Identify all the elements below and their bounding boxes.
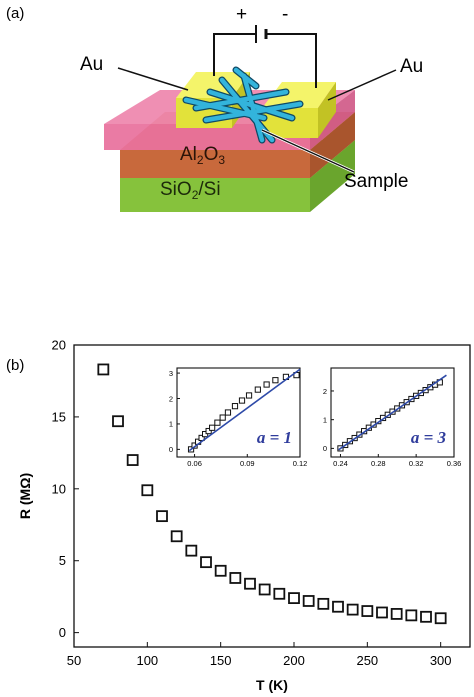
panel-a-label: (a) — [6, 5, 24, 22]
data-point — [390, 608, 403, 620]
inset-y-tick-label: 2 — [169, 394, 173, 403]
data-point — [244, 577, 256, 590]
data-point — [200, 556, 212, 569]
inset-x-tick-label: 0.12 — [293, 459, 308, 468]
inset-x-tick-label: 0.09 — [240, 459, 255, 468]
x-axis-label: T (K) — [256, 677, 288, 693]
data-point — [302, 595, 315, 607]
data-point — [420, 610, 432, 623]
panel-a: (a) — [6, 4, 423, 212]
inset-data-point — [231, 403, 239, 410]
inset-data-point — [272, 377, 279, 384]
x-tick-label: 50 — [67, 653, 81, 668]
inset-data-point — [198, 434, 205, 442]
x-tick-label: 200 — [283, 653, 305, 668]
y-tick-label: 20 — [52, 338, 66, 353]
data-point — [214, 564, 227, 577]
battery-minus-sign: - — [282, 4, 288, 25]
inset-y-tick-label: 0 — [169, 445, 173, 454]
y-tick-label: 0 — [59, 625, 66, 640]
data-point — [273, 587, 286, 600]
sample-pointer — [261, 129, 355, 173]
data-point — [405, 609, 418, 622]
inset-y-tick-label: 3 — [169, 369, 173, 378]
x-tick-label: 150 — [210, 653, 232, 668]
data-point — [97, 363, 110, 376]
inset-y-tick-label: 2 — [323, 387, 327, 396]
oxide-layer-label: Al2O3 — [180, 144, 225, 167]
au-label-left: Au — [80, 54, 103, 75]
data-point — [361, 605, 374, 617]
inset-y-tick-label: 0 — [323, 444, 327, 453]
inset-fit-line — [338, 374, 447, 451]
data-point — [376, 606, 388, 619]
au-label-right: Au — [400, 56, 423, 77]
substrate-layer-label: SiO2/Si — [160, 179, 221, 202]
inset-data-point — [224, 409, 232, 416]
inset-x-tick-label: 0.06 — [187, 459, 202, 468]
inset-data-point — [263, 381, 270, 388]
data-point — [346, 603, 359, 616]
y-tick-label: 5 — [59, 553, 66, 568]
inset-x-tick-label: 0.32 — [409, 459, 424, 468]
inset-annotation: a = 1 — [257, 428, 292, 447]
sample-label: Sample — [344, 171, 408, 192]
data-point — [170, 530, 183, 543]
inset-y-tick-label: 1 — [323, 415, 327, 424]
y-tick-label: 10 — [52, 481, 66, 496]
data-point — [126, 454, 139, 466]
panel-b-label: (b) — [6, 357, 24, 374]
data-point — [258, 583, 271, 596]
inset-data-point — [245, 392, 253, 399]
main-plot-frame — [73, 344, 471, 648]
inset-plot-a1: 0.06 0.09 0.12 0 1 2 3 a = 1 — [169, 367, 308, 468]
data-point — [156, 510, 168, 523]
inset-fit-line — [188, 368, 301, 452]
inset-y-tick-label: 1 — [169, 420, 173, 429]
inset-data-point — [205, 427, 212, 435]
inset-data-point — [254, 386, 261, 393]
inset-x-tick-label: 0.24 — [333, 459, 348, 468]
au-right-pointer — [327, 69, 397, 101]
data-point — [317, 597, 330, 610]
battery-plus-sign: + — [236, 4, 247, 25]
y-axis-label: R (MΩ) — [17, 473, 33, 519]
data-point — [185, 544, 198, 557]
data-point — [229, 572, 242, 584]
inset-x-tick-label: 0.36 — [447, 459, 462, 468]
inset-data-point — [219, 414, 226, 421]
inset-data-point — [238, 397, 246, 404]
y-tick-label: 15 — [52, 409, 66, 424]
x-tick-label: 250 — [356, 653, 378, 668]
inset-x-tick-label: 0.28 — [371, 459, 386, 468]
data-point — [288, 592, 300, 605]
data-point — [141, 484, 154, 497]
data-point — [332, 600, 344, 613]
x-tick-label: 300 — [430, 653, 452, 668]
inset-annotation: a = 3 — [411, 428, 447, 447]
x-tick-label: 100 — [136, 653, 158, 668]
data-point — [112, 415, 124, 428]
inset-plot-a3: 0.24 0.28 0.32 0.36 0 1 2 a = 3 — [323, 367, 462, 468]
battery-circuit — [213, 25, 317, 88]
inset-data-point — [209, 424, 216, 431]
data-point — [434, 612, 447, 625]
au-left-pointer — [117, 67, 189, 91]
inset-data-point — [214, 419, 221, 426]
